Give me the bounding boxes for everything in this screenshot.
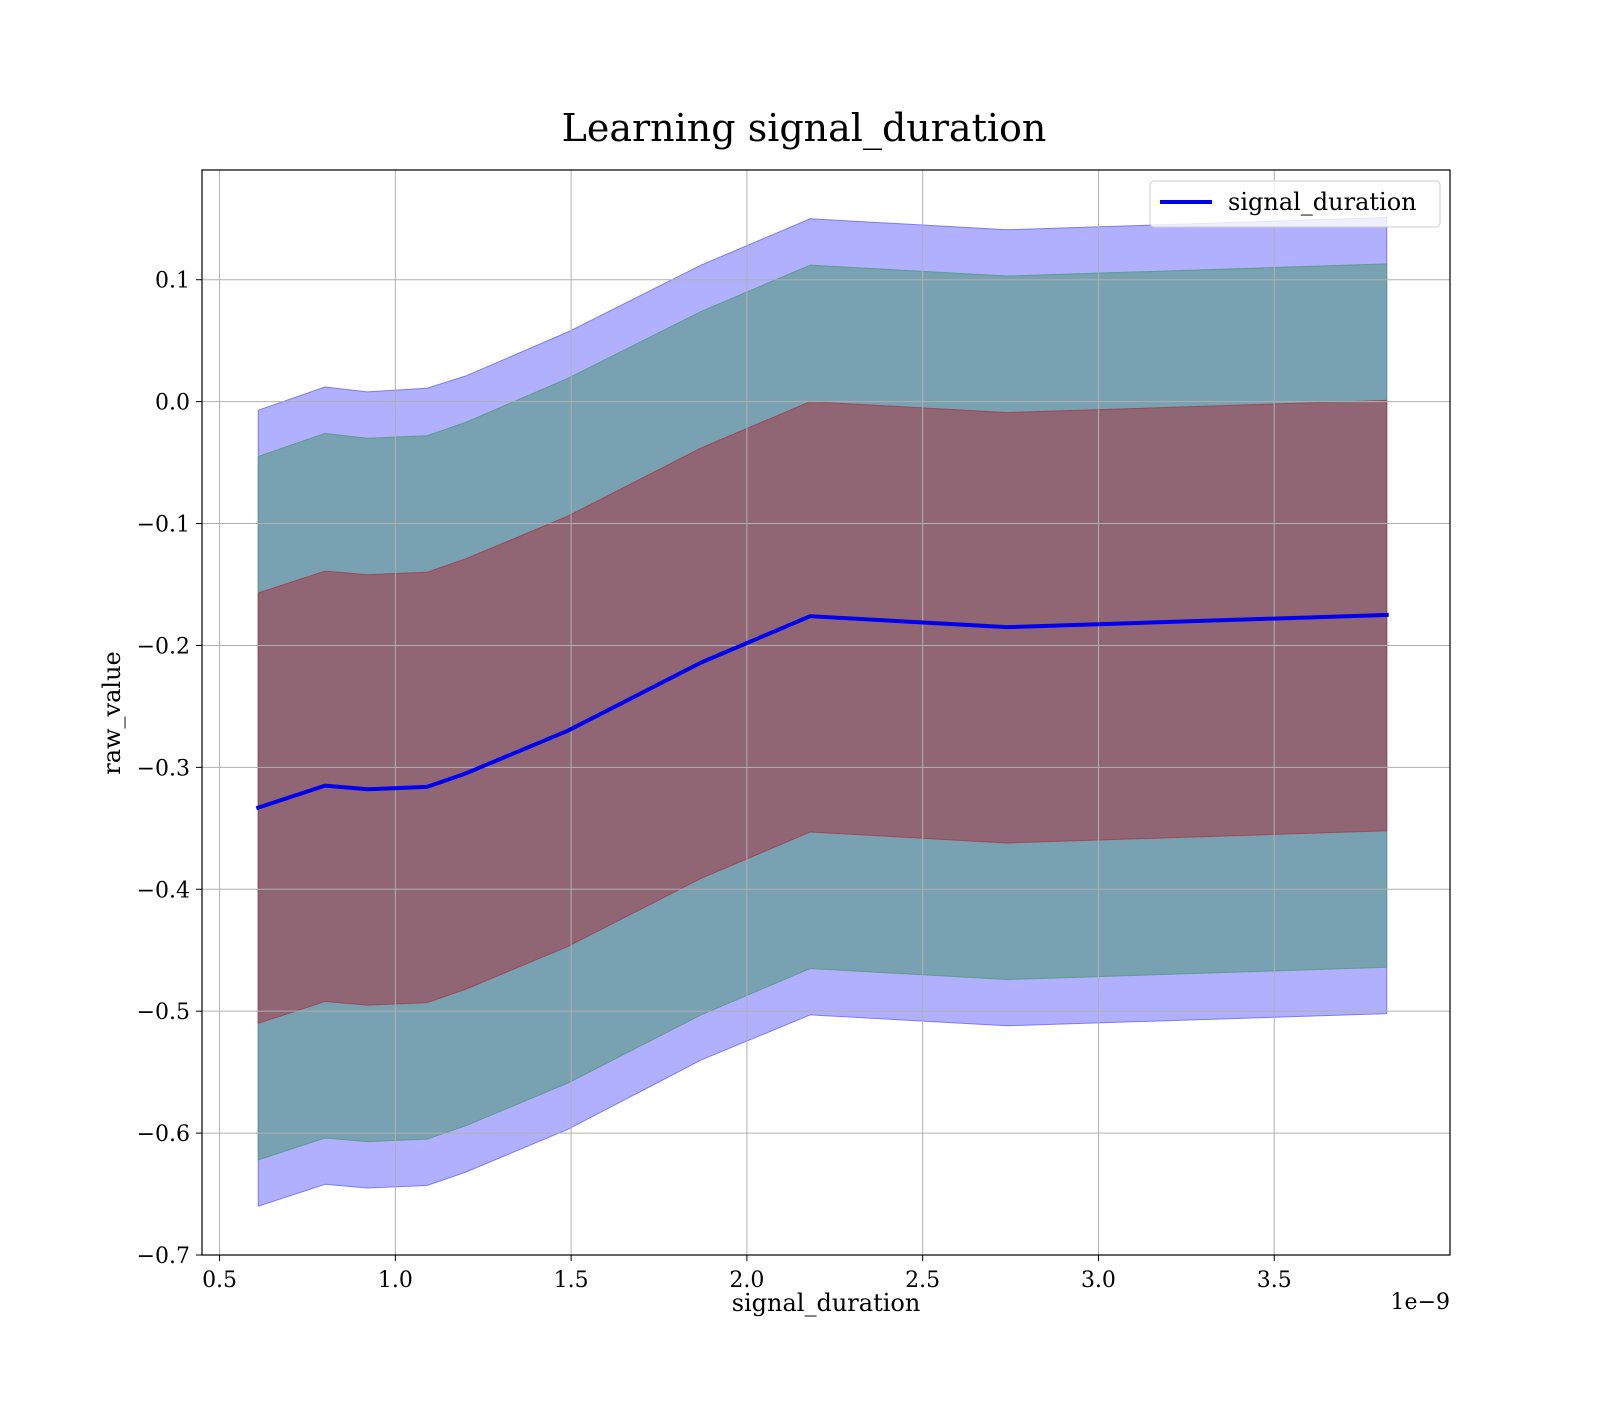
y-tick-label-6: −0.5 bbox=[137, 1000, 190, 1025]
x-tick-label-4: 2.5 bbox=[905, 1268, 940, 1293]
confidence-band-2 bbox=[257, 399, 1388, 1025]
legend: signal_duration bbox=[1149, 180, 1441, 228]
y-tick-label-0: 0.1 bbox=[155, 269, 190, 294]
confidence-bands bbox=[257, 217, 1388, 1207]
x-tick-label-3: 2.0 bbox=[729, 1268, 764, 1293]
x-tick-label-1: 1.0 bbox=[378, 1268, 413, 1293]
x-axis-offset-label: 1e−9 bbox=[1391, 1290, 1450, 1315]
y-tick-label-4: −0.3 bbox=[137, 756, 190, 781]
y-tick-label-3: −0.2 bbox=[137, 634, 190, 659]
y-axis-ticks: 0.1 0.0 −0.1 −0.2 −0.3 −0.4 −0.5 −0.6 −0.7 bbox=[137, 269, 202, 1269]
x-tick-label-5: 3.0 bbox=[1081, 1268, 1116, 1293]
legend-box bbox=[1149, 180, 1441, 228]
legend-entry: signal_duration bbox=[1228, 188, 1417, 216]
y-axis-label: raw_value bbox=[98, 651, 126, 775]
y-tick-label-7: −0.6 bbox=[137, 1122, 190, 1147]
y-tick-label-2: −0.1 bbox=[137, 513, 190, 538]
y-tick-label-8: −0.7 bbox=[137, 1244, 190, 1269]
series-line-0 bbox=[255, 612, 1389, 811]
x-tick-label-2: 1.5 bbox=[554, 1268, 589, 1293]
x-axis-ticks: 0.5 1.0 1.5 2.0 2.5 3.0 3.5 bbox=[202, 1255, 1292, 1293]
x-axis-label: signal_duration bbox=[732, 1289, 921, 1317]
y-tick-label-5: −0.4 bbox=[137, 878, 190, 903]
y-tick-label-1: 0.0 bbox=[155, 391, 190, 416]
series-lines bbox=[255, 612, 1389, 811]
plot-frame bbox=[201, 169, 1451, 1256]
chart-title: Learning signal_duration bbox=[562, 106, 1047, 151]
x-tick-label-0: 0.5 bbox=[202, 1268, 237, 1293]
x-tick-label-6: 3.5 bbox=[1257, 1268, 1292, 1293]
